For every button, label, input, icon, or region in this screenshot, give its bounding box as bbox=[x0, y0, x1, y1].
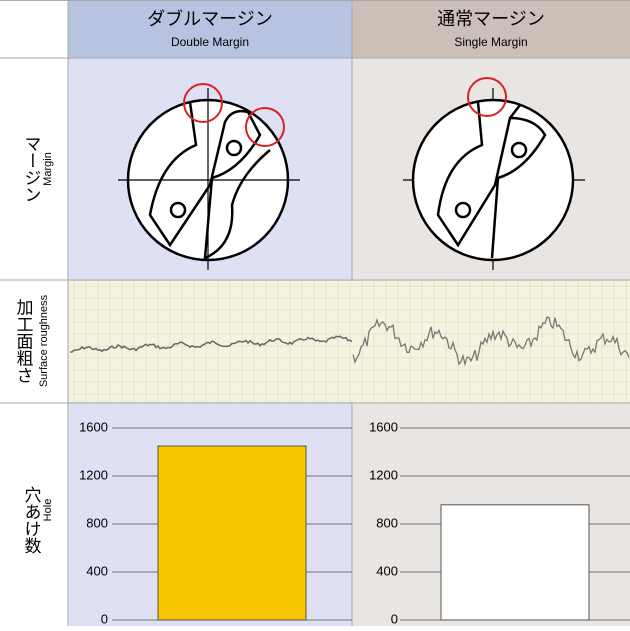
y-tick-label: 400 bbox=[376, 563, 398, 578]
column-title: 通常マージン bbox=[437, 9, 545, 29]
row-sublabel: Hole bbox=[42, 499, 54, 522]
row-label: 加工面粗さ bbox=[14, 298, 34, 383]
y-tick-label: 1600 bbox=[369, 419, 398, 434]
comparison-table: ダブルマージン Double Margin 通常マージン Single Marg… bbox=[0, 0, 630, 626]
row-label: 穴あけ数 bbox=[22, 486, 42, 554]
drill-single bbox=[413, 100, 573, 260]
row-sublabel: Margin bbox=[42, 152, 54, 186]
y-tick-label: 0 bbox=[101, 611, 108, 626]
column-subtitle: Single Margin bbox=[454, 35, 527, 49]
bar bbox=[441, 505, 589, 620]
y-tick-label: 0 bbox=[391, 611, 398, 626]
row-label: マージン bbox=[22, 135, 41, 203]
y-tick-label: 800 bbox=[376, 515, 398, 530]
y-tick-label: 1200 bbox=[79, 467, 108, 482]
bar bbox=[158, 446, 306, 620]
y-tick-label: 800 bbox=[86, 515, 108, 530]
roughness-chart bbox=[69, 281, 630, 402]
row-sublabel: Surface roughness bbox=[38, 294, 50, 387]
column-subtitle: Double Margin bbox=[171, 35, 249, 49]
y-tick-label: 1600 bbox=[79, 419, 108, 434]
column-title: ダブルマージン bbox=[147, 8, 273, 29]
y-tick-label: 1200 bbox=[369, 467, 398, 482]
y-tick-label: 400 bbox=[86, 563, 108, 578]
